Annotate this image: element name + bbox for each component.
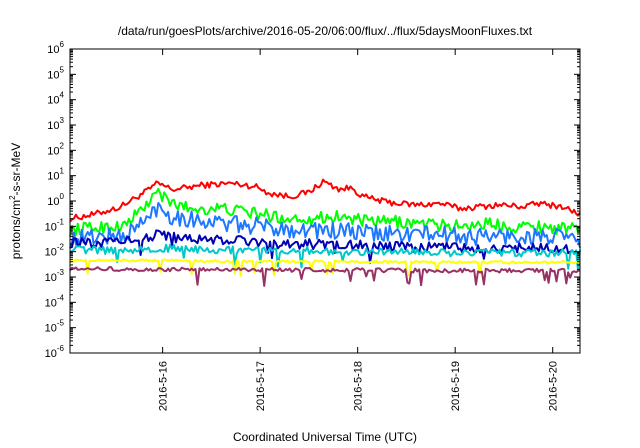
- y-tick-label: 106: [47, 40, 64, 56]
- x-tick-label: 2016-5-20: [548, 361, 560, 411]
- y-tick-label: 105: [47, 65, 64, 81]
- x-axis: 2016-5-16 2016-5-17 2016-5-18 2016-5-19 2016…: [158, 49, 560, 411]
- series-line-5: [69, 243, 581, 272]
- x-tick-label: 2016-5-17: [255, 361, 267, 411]
- x-tick-label: 2016-5-18: [353, 361, 365, 411]
- y-tick-label: 100: [47, 192, 64, 208]
- x-tick-label: 2016-5-16: [158, 361, 170, 411]
- x-axis-label: Coordinated Universal Time (UTC): [233, 430, 417, 444]
- y-tick-label: 10-2: [45, 243, 65, 259]
- y-tick-label: 10-5: [45, 319, 65, 335]
- y-axis-label-main: protons/cm: [9, 200, 23, 259]
- series-line-1: [69, 178, 581, 223]
- y-tick-label: 10-1: [45, 217, 65, 233]
- y-axis: 10-6 10-5 10-4 10-3 10-2 10-1 100 101 102 103 104 1…: [45, 40, 580, 360]
- series-line-2: [69, 187, 581, 237]
- y-tick-label: 104: [47, 91, 64, 107]
- y-tick-label: 103: [47, 116, 64, 132]
- y-tick-label: 102: [47, 141, 64, 157]
- y-tick-label: 10-6: [45, 344, 65, 360]
- series-line-6: [69, 258, 580, 277]
- series-layer: [69, 178, 581, 287]
- chart-title: /data/run/goesPlots/archive/2016-05-20/0…: [118, 24, 533, 38]
- y-axis-label: protons/cm2-s-sr-MeV: [8, 143, 23, 259]
- series-line-3: [69, 202, 581, 249]
- y-axis-label-unit: -s-sr-MeV: [9, 143, 23, 196]
- series-line-7: [69, 266, 581, 287]
- y-tick-label: 10-4: [45, 293, 65, 309]
- x-tick-label: 2016-5-19: [450, 361, 462, 411]
- y-axis-label-sup: 2: [8, 195, 17, 200]
- y-tick-label: 101: [47, 167, 64, 183]
- series-line-4: [69, 229, 581, 264]
- y-tick-label: 10-3: [45, 268, 65, 284]
